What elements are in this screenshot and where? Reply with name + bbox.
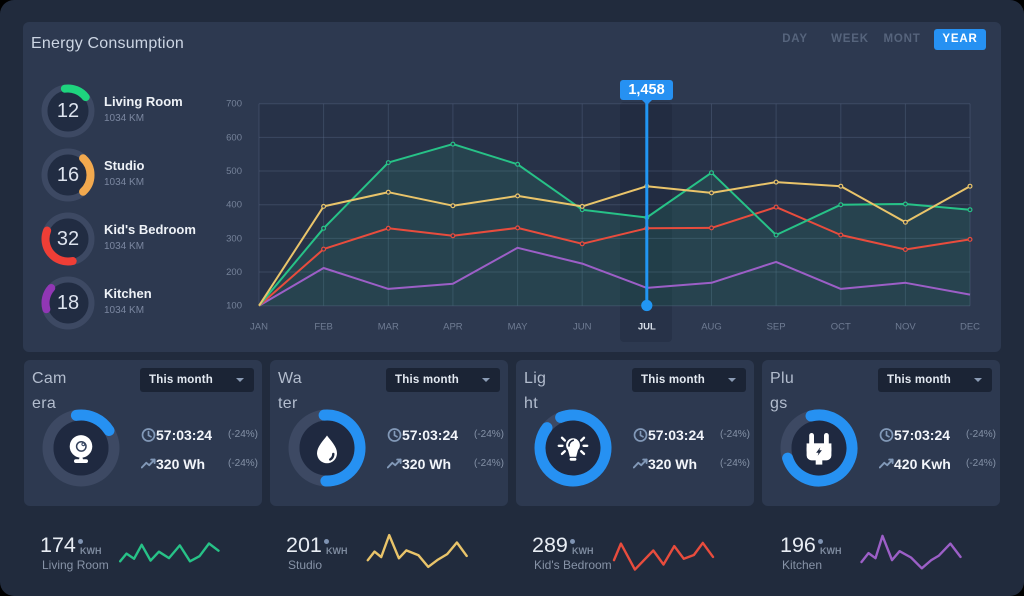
svg-text:MAY: MAY [508, 322, 529, 333]
svg-text:JAN: JAN [250, 322, 268, 333]
svg-text:400: 400 [226, 200, 242, 211]
svg-text:JUN: JUN [573, 322, 592, 333]
svg-text:SEP: SEP [767, 322, 786, 333]
svg-text:300: 300 [226, 233, 242, 244]
svg-text:100: 100 [226, 301, 242, 312]
svg-text:700: 700 [226, 99, 242, 110]
svg-text:DEC: DEC [960, 322, 980, 333]
svg-text:NOV: NOV [895, 322, 916, 333]
svg-text:MAR: MAR [378, 322, 399, 333]
svg-text:500: 500 [226, 166, 242, 177]
svg-text:JUL: JUL [638, 322, 656, 333]
svg-text:600: 600 [226, 132, 242, 143]
svg-text:OCT: OCT [831, 322, 851, 333]
svg-text:AUG: AUG [701, 322, 722, 333]
svg-text:FEB: FEB [314, 322, 332, 333]
svg-text:200: 200 [226, 267, 242, 278]
svg-text:APR: APR [443, 322, 463, 333]
